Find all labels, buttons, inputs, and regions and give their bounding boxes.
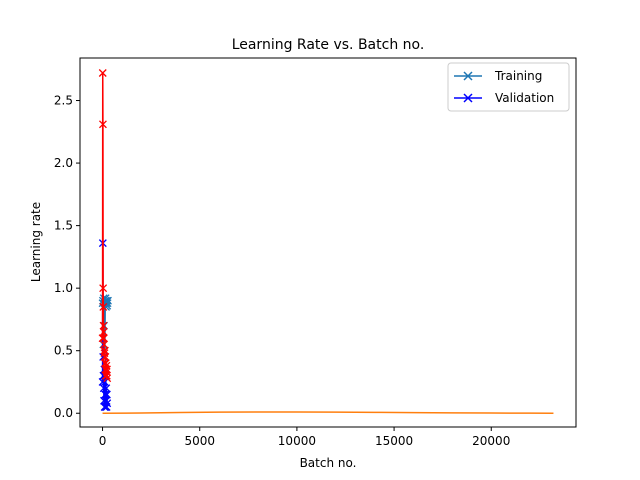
series-1-point — [99, 384, 108, 393]
series-3-line — [102, 411, 554, 414]
ticks-layer: 0 5000 10000 15000 20000 0.0 0.5 1.0 1.5 2.0 2.5 — [54, 94, 510, 448]
series-1-point — [103, 399, 112, 408]
series-3 — [102, 411, 554, 414]
series-2-point — [103, 374, 112, 383]
y-axis-label: Learning rate — [29, 202, 43, 282]
series-2-point — [98, 334, 107, 343]
chart-title: Learning Rate vs. Batch no. — [232, 37, 425, 53]
series-1-point — [101, 390, 110, 399]
x-tick-label: 5000 — [184, 434, 215, 448]
legend-label-training: Training — [494, 69, 542, 83]
series-1-point — [102, 384, 111, 393]
series-2-point — [99, 302, 108, 311]
series-2-point — [103, 365, 111, 374]
series-2-point — [101, 352, 110, 361]
x-tick-label: 15000 — [375, 434, 413, 448]
series-1-point — [102, 390, 111, 399]
legend-box — [447, 62, 570, 112]
legend-entry-training: Training — [454, 69, 542, 83]
legend-entry-validation: Validation — [454, 91, 554, 105]
y-tick-label: 1.0 — [54, 281, 73, 295]
legend-marker-validation — [463, 93, 473, 103]
series-2-point — [99, 327, 108, 336]
series-2 — [98, 69, 112, 383]
series-2-point — [101, 359, 110, 368]
series-2-point — [99, 334, 108, 343]
series-2-point — [98, 69, 107, 77]
series-2-point — [99, 284, 108, 293]
x-tick-label: 10000 — [278, 434, 316, 448]
series-layer — [98, 69, 554, 414]
y-tick-label: 2.0 — [54, 156, 73, 170]
series-2-point — [100, 340, 109, 349]
y-tick-label: 0.0 — [54, 406, 73, 420]
x-axis-label: Batch no. — [300, 456, 357, 470]
legend-marker-training — [463, 71, 473, 81]
series-2-point — [98, 120, 107, 129]
series-1-point — [102, 396, 111, 405]
x-tick-label: 0 — [99, 434, 107, 448]
y-tick-label: 0.5 — [54, 344, 73, 358]
legend: Training Validation — [447, 62, 570, 112]
x-tick-label: 20000 — [472, 434, 510, 448]
series-2-point — [100, 346, 109, 355]
series-1-point — [100, 378, 109, 386]
y-tick-label: 2.5 — [54, 94, 73, 108]
series-0-point — [104, 296, 112, 305]
y-tick-label: 1.5 — [54, 219, 73, 233]
series-2-point — [102, 371, 111, 380]
series-2-point — [99, 321, 108, 330]
legend-label-validation: Validation — [495, 91, 554, 105]
axes-frame — [79, 57, 577, 428]
